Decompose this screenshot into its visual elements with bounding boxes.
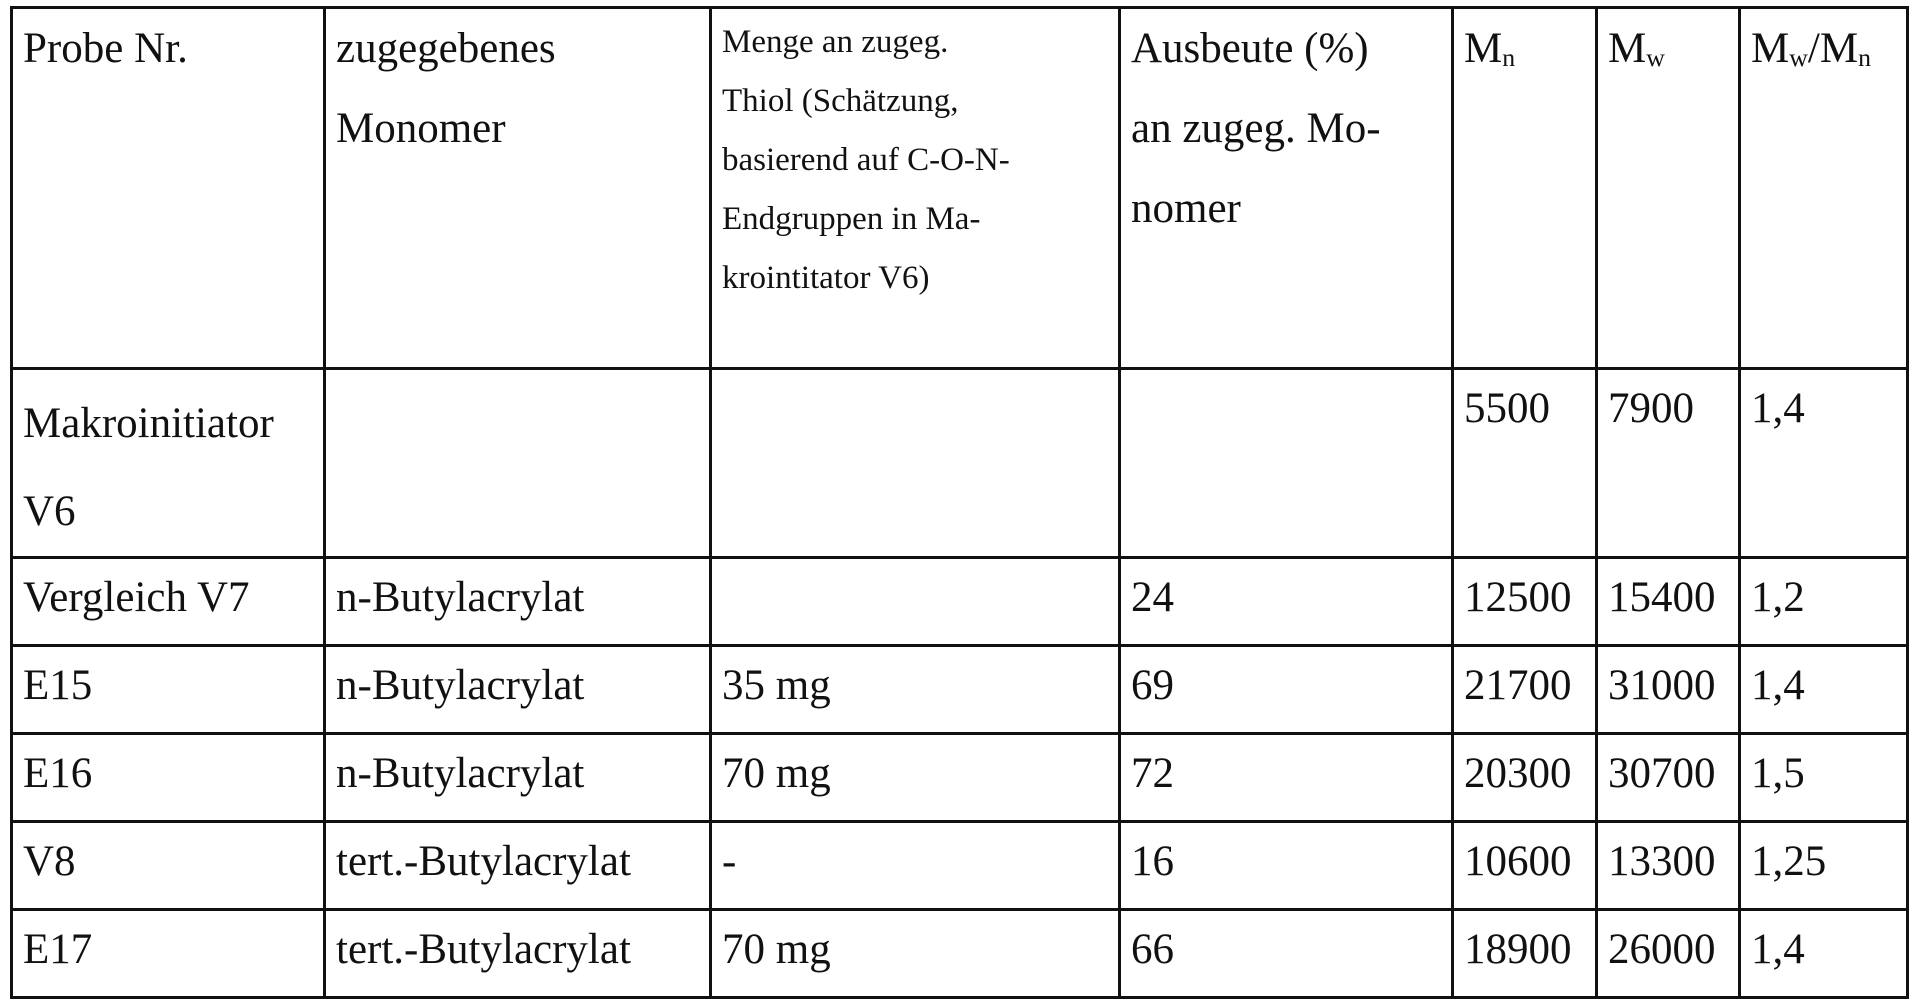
cell-yield (1120, 369, 1453, 558)
header-row: Probe Nr. zugegebenesMonomer Menge an zu… (12, 8, 1908, 369)
cell-thiol: 70 mg (711, 910, 1120, 998)
cell-monomer: tert.-Butylacrylat (325, 910, 711, 998)
header-mw: Mw (1597, 8, 1740, 369)
cell-mn: 5500 (1453, 369, 1597, 558)
cell-mn: 20300 (1453, 734, 1597, 822)
cell-mw: 26000 (1597, 910, 1740, 998)
cell-mn: 21700 (1453, 646, 1597, 734)
cell-thiol: 35 mg (711, 646, 1120, 734)
cell-pdi: 1,2 (1740, 558, 1908, 646)
cell-yield: 24 (1120, 558, 1453, 646)
cell-probe: E16 (12, 734, 325, 822)
cell-yield: 66 (1120, 910, 1453, 998)
cell-pdi: 1,4 (1740, 910, 1908, 998)
header-monomer: zugegebenesMonomer (325, 8, 711, 369)
cell-mn: 10600 (1453, 822, 1597, 910)
cell-thiol (711, 558, 1120, 646)
cell-monomer: n-Butylacrylat (325, 734, 711, 822)
cell-thiol (711, 369, 1120, 558)
cell-yield: 72 (1120, 734, 1453, 822)
data-table: Probe Nr. zugegebenesMonomer Menge an zu… (10, 6, 1909, 999)
cell-pdi: 1,25 (1740, 822, 1908, 910)
cell-probe: V8 (12, 822, 325, 910)
cell-yield: 16 (1120, 822, 1453, 910)
cell-probe: Makroinitiator V6 (12, 369, 325, 558)
table-row: E17 tert.-Butylacrylat 70 mg 66 18900 26… (12, 910, 1908, 998)
cell-pdi: 1,5 (1740, 734, 1908, 822)
cell-probe: E17 (12, 910, 325, 998)
cell-monomer: n-Butylacrylat (325, 558, 711, 646)
header-yield: Ausbeute (%)an zugeg. Mo-nomer (1120, 8, 1453, 369)
cell-mw: 15400 (1597, 558, 1740, 646)
table-row: Makroinitiator V6 5500 7900 1,4 (12, 369, 1908, 558)
header-probe-nr: Probe Nr. (12, 8, 325, 369)
cell-mw: 7900 (1597, 369, 1740, 558)
cell-monomer: n-Butylacrylat (325, 646, 711, 734)
table-row: E16 n-Butylacrylat 70 mg 72 20300 30700 … (12, 734, 1908, 822)
cell-mw: 31000 (1597, 646, 1740, 734)
cell-monomer: tert.-Butylacrylat (325, 822, 711, 910)
cell-pdi: 1,4 (1740, 646, 1908, 734)
cell-probe: E15 (12, 646, 325, 734)
cell-pdi: 1,4 (1740, 369, 1908, 558)
cell-monomer (325, 369, 711, 558)
header-thiol-amount: Menge an zugeg.Thiol (Schätzung,basieren… (711, 8, 1120, 369)
cell-mw: 13300 (1597, 822, 1740, 910)
table-row: Vergleich V7 n-Butylacrylat 24 12500 154… (12, 558, 1908, 646)
cell-thiol: - (711, 822, 1120, 910)
cell-yield: 69 (1120, 646, 1453, 734)
table-row: V8 tert.-Butylacrylat - 16 10600 13300 1… (12, 822, 1908, 910)
header-mw-mn: Mw/Mn (1740, 8, 1908, 369)
header-mn: Mn (1453, 8, 1597, 369)
cell-thiol: 70 mg (711, 734, 1120, 822)
cell-probe: Vergleich V7 (12, 558, 325, 646)
cell-mn: 18900 (1453, 910, 1597, 998)
table-row: E15 n-Butylacrylat 35 mg 69 21700 31000 … (12, 646, 1908, 734)
cell-mw: 30700 (1597, 734, 1740, 822)
cell-mn: 12500 (1453, 558, 1597, 646)
